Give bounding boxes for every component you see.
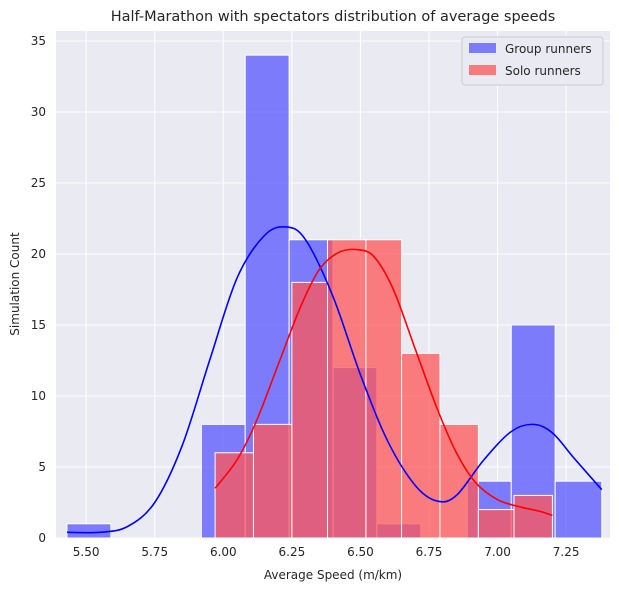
- x-tick-label: 6.25: [279, 545, 306, 559]
- solo-runners-bar: [513, 494, 553, 539]
- solo-runners-bar: [291, 281, 329, 539]
- y-tick-label: 10: [31, 389, 46, 403]
- legend-box: [461, 36, 604, 86]
- chart-title: Half-Marathon with spectators distributi…: [111, 9, 556, 25]
- x-axis-label: Average Speed (m/km): [264, 568, 402, 582]
- group-runners-bar: [554, 480, 603, 539]
- x-tick-label: 7.00: [484, 545, 511, 559]
- y-tick-label: 20: [31, 247, 46, 261]
- solo-runners-bar: [327, 239, 367, 539]
- solo-runners-bar: [252, 423, 293, 539]
- group-runners-kde-line: [66, 225, 603, 534]
- solo-runners-bar: [477, 509, 515, 539]
- solo-runners-bar: [401, 352, 441, 539]
- solo-runners-bar: [214, 452, 254, 539]
- solo-runners-bars: [214, 239, 553, 539]
- solo-runners-bar: [439, 423, 479, 539]
- x-tick-label: 5.75: [141, 545, 168, 559]
- y-axis-label: Simulation Count: [8, 232, 22, 336]
- y-tick-label: 5: [38, 460, 46, 474]
- legend-swatch-solo-runners: [469, 65, 496, 75]
- y-tick-label: 15: [31, 318, 46, 332]
- x-tick-label: 7.25: [553, 545, 580, 559]
- legend-swatch-group-runners: [469, 43, 496, 53]
- group-runners-bar: [66, 523, 112, 539]
- y-tick-label: 30: [31, 105, 46, 119]
- legend-label-group-runners: Group runners: [505, 42, 592, 56]
- x-tick-labels: 5.50 5.75 6.00 6.25 6.50 6.75 7.00 7.25: [73, 545, 580, 559]
- solo-runners-kde-line: [214, 248, 553, 517]
- x-tick-label: 6.00: [210, 545, 237, 559]
- x-tick-label: 6.75: [416, 545, 443, 559]
- x-tick-label: 6.50: [347, 545, 374, 559]
- y-tick-label: 0: [38, 531, 46, 545]
- y-tick-labels: 0 5 10 15 20 25 30 35: [31, 34, 46, 545]
- y-tick-label: 35: [31, 34, 46, 48]
- solo-runners-bar: [365, 239, 403, 539]
- x-tick-label: 5.50: [73, 545, 100, 559]
- legend-label-solo-runners: Solo runners: [505, 64, 581, 78]
- legend: Group runners Solo runners: [461, 36, 604, 86]
- kde-lines: [66, 225, 603, 534]
- y-tick-label: 25: [31, 176, 46, 190]
